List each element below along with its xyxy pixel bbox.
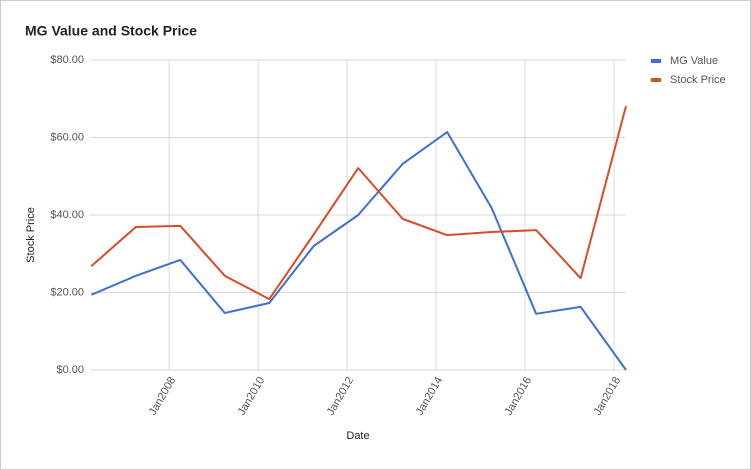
series-line bbox=[90, 131, 627, 371]
legend-label: MG Value bbox=[670, 55, 718, 67]
legend-swatch bbox=[651, 59, 661, 63]
y-tick-label: $40.00 bbox=[50, 209, 84, 221]
chart-title: MG Value and Stock Price bbox=[25, 23, 197, 39]
y-axis-label: Stock Price bbox=[25, 207, 37, 263]
legend-label: Stock Price bbox=[670, 74, 726, 86]
legend-swatch bbox=[651, 78, 661, 82]
y-tick-label: $80.00 bbox=[50, 54, 84, 66]
y-tick-label: $20.00 bbox=[50, 286, 84, 298]
x-axis-label: Date bbox=[346, 430, 369, 442]
series-line bbox=[90, 105, 627, 301]
y-tick-label: $60.00 bbox=[50, 131, 84, 143]
y-tick-label: $0.00 bbox=[56, 364, 84, 376]
